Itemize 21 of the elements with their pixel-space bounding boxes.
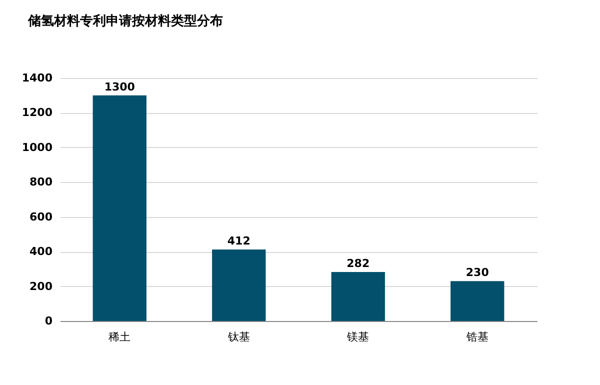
data-label: 1300: [104, 80, 136, 94]
x-tick-label: 钛基: [226, 330, 250, 344]
y-tick-label: 400: [30, 245, 53, 258]
bar: [331, 272, 385, 321]
y-tick-label: 600: [30, 210, 53, 224]
y-tick-label: 1200: [22, 106, 53, 120]
x-tick-label: 镁基: [346, 330, 370, 344]
bar: [212, 249, 266, 321]
y-tick-label: 800: [30, 176, 53, 189]
x-tick-label: 稀土: [108, 330, 131, 344]
y-tick-label: 1000: [22, 140, 53, 154]
bar: [92, 95, 146, 321]
chart-title: 储氢材料专利申请按材料类型分布: [27, 13, 223, 29]
y-tick-label: 1400: [22, 72, 53, 84]
data-label: 412: [227, 234, 250, 248]
data-label: 230: [466, 266, 490, 280]
data-label: 282: [346, 257, 370, 270]
y-tick-label: 0: [44, 314, 53, 328]
x-tick-label: 锆基: [465, 330, 488, 344]
bar: [450, 281, 504, 321]
y-tick-label: 200: [30, 280, 53, 293]
